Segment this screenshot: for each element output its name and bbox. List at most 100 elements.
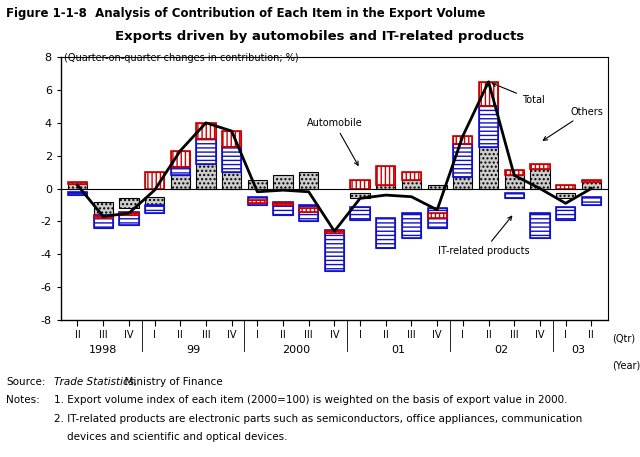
Bar	[248, 200, 267, 203]
Text: 03: 03	[572, 345, 586, 355]
Bar	[453, 144, 472, 177]
Text: 99: 99	[186, 345, 200, 355]
Bar	[196, 123, 216, 139]
Bar	[531, 213, 550, 238]
Bar	[582, 197, 601, 205]
Bar	[93, 217, 113, 218]
Bar	[196, 139, 216, 164]
Text: Figure 1-1-8  Analysis of Contribution of Each Item in the Export Volume: Figure 1-1-8 Analysis of Contribution of…	[6, 7, 486, 20]
Bar	[556, 207, 575, 220]
Bar	[222, 131, 241, 148]
Bar	[273, 202, 292, 215]
Bar	[222, 172, 241, 189]
Bar	[248, 197, 267, 205]
Bar	[93, 215, 113, 228]
Bar	[299, 205, 318, 221]
Bar	[504, 170, 524, 175]
Bar	[119, 198, 138, 208]
Bar	[171, 167, 190, 175]
Bar	[248, 197, 267, 205]
Bar	[222, 148, 241, 172]
Text: (Qtr): (Qtr)	[612, 333, 635, 343]
Bar	[273, 203, 292, 205]
Bar	[119, 212, 138, 225]
Bar	[428, 208, 447, 228]
Bar	[479, 82, 498, 106]
Bar	[299, 208, 318, 212]
Bar	[582, 181, 601, 182]
Bar	[145, 197, 164, 205]
Text: 2. IT-related products are electronic parts such as semiconductors, office appli: 2. IT-related products are electronic pa…	[54, 414, 582, 424]
Bar	[145, 205, 164, 213]
Bar	[531, 164, 550, 169]
Text: Source:: Source:	[6, 377, 46, 387]
Bar	[376, 165, 396, 185]
Text: IT-related products: IT-related products	[438, 216, 529, 256]
Text: (Quarter-on-quarter changes in contribution; %): (Quarter-on-quarter changes in contribut…	[64, 53, 299, 63]
Bar	[479, 148, 498, 189]
Bar	[376, 218, 396, 248]
Bar	[453, 136, 472, 144]
Bar	[196, 164, 216, 189]
Bar	[68, 182, 87, 184]
Bar	[68, 192, 87, 195]
Text: Notes:: Notes:	[6, 395, 40, 405]
Bar	[402, 213, 421, 238]
Bar	[428, 185, 447, 189]
Bar	[582, 197, 601, 205]
Bar	[119, 213, 138, 215]
Bar	[171, 175, 190, 189]
Bar	[324, 229, 344, 271]
Bar	[324, 231, 344, 233]
Text: Total: Total	[492, 83, 545, 105]
Bar	[531, 164, 550, 169]
Bar	[299, 172, 318, 189]
Text: Automobile: Automobile	[307, 118, 362, 165]
Bar	[171, 167, 190, 175]
Bar	[68, 182, 87, 184]
Bar	[248, 181, 267, 189]
Bar	[222, 148, 241, 172]
Bar	[402, 172, 421, 181]
Bar	[351, 207, 370, 220]
Bar	[376, 185, 396, 189]
Bar	[453, 144, 472, 177]
Bar	[68, 184, 87, 189]
Text: (Year): (Year)	[612, 361, 640, 371]
Text: devices and scientific and optical devices.: devices and scientific and optical devic…	[54, 432, 288, 442]
Bar	[376, 218, 396, 248]
Bar	[402, 172, 421, 181]
Bar	[351, 181, 370, 189]
Bar	[376, 165, 396, 185]
Bar	[93, 202, 113, 215]
Bar	[145, 205, 164, 213]
Bar	[171, 151, 190, 167]
Bar	[428, 208, 447, 228]
Bar	[324, 229, 344, 271]
Bar	[453, 177, 472, 189]
Bar	[273, 202, 292, 215]
Text: 1. Export volume index of each item (2000=100) is weighted on the basis of expor: 1. Export volume index of each item (200…	[54, 395, 568, 405]
Bar	[504, 170, 524, 175]
Text: Ministry of Finance: Ministry of Finance	[118, 377, 223, 387]
Bar	[273, 175, 292, 189]
Bar	[145, 172, 164, 189]
Bar	[582, 181, 601, 182]
Bar	[479, 82, 498, 106]
Bar	[531, 169, 550, 189]
Bar	[479, 106, 498, 148]
Bar	[119, 212, 138, 225]
Text: 01: 01	[392, 345, 406, 355]
Bar	[556, 193, 575, 198]
Text: 1998: 1998	[89, 345, 117, 355]
Bar	[504, 193, 524, 198]
Text: 02: 02	[494, 345, 508, 355]
Text: Others: Others	[543, 106, 604, 140]
Bar	[93, 217, 113, 218]
Bar	[119, 213, 138, 215]
Bar	[351, 181, 370, 189]
Bar	[93, 215, 113, 228]
Bar	[351, 193, 370, 198]
Bar	[402, 181, 421, 189]
Bar	[248, 200, 267, 203]
